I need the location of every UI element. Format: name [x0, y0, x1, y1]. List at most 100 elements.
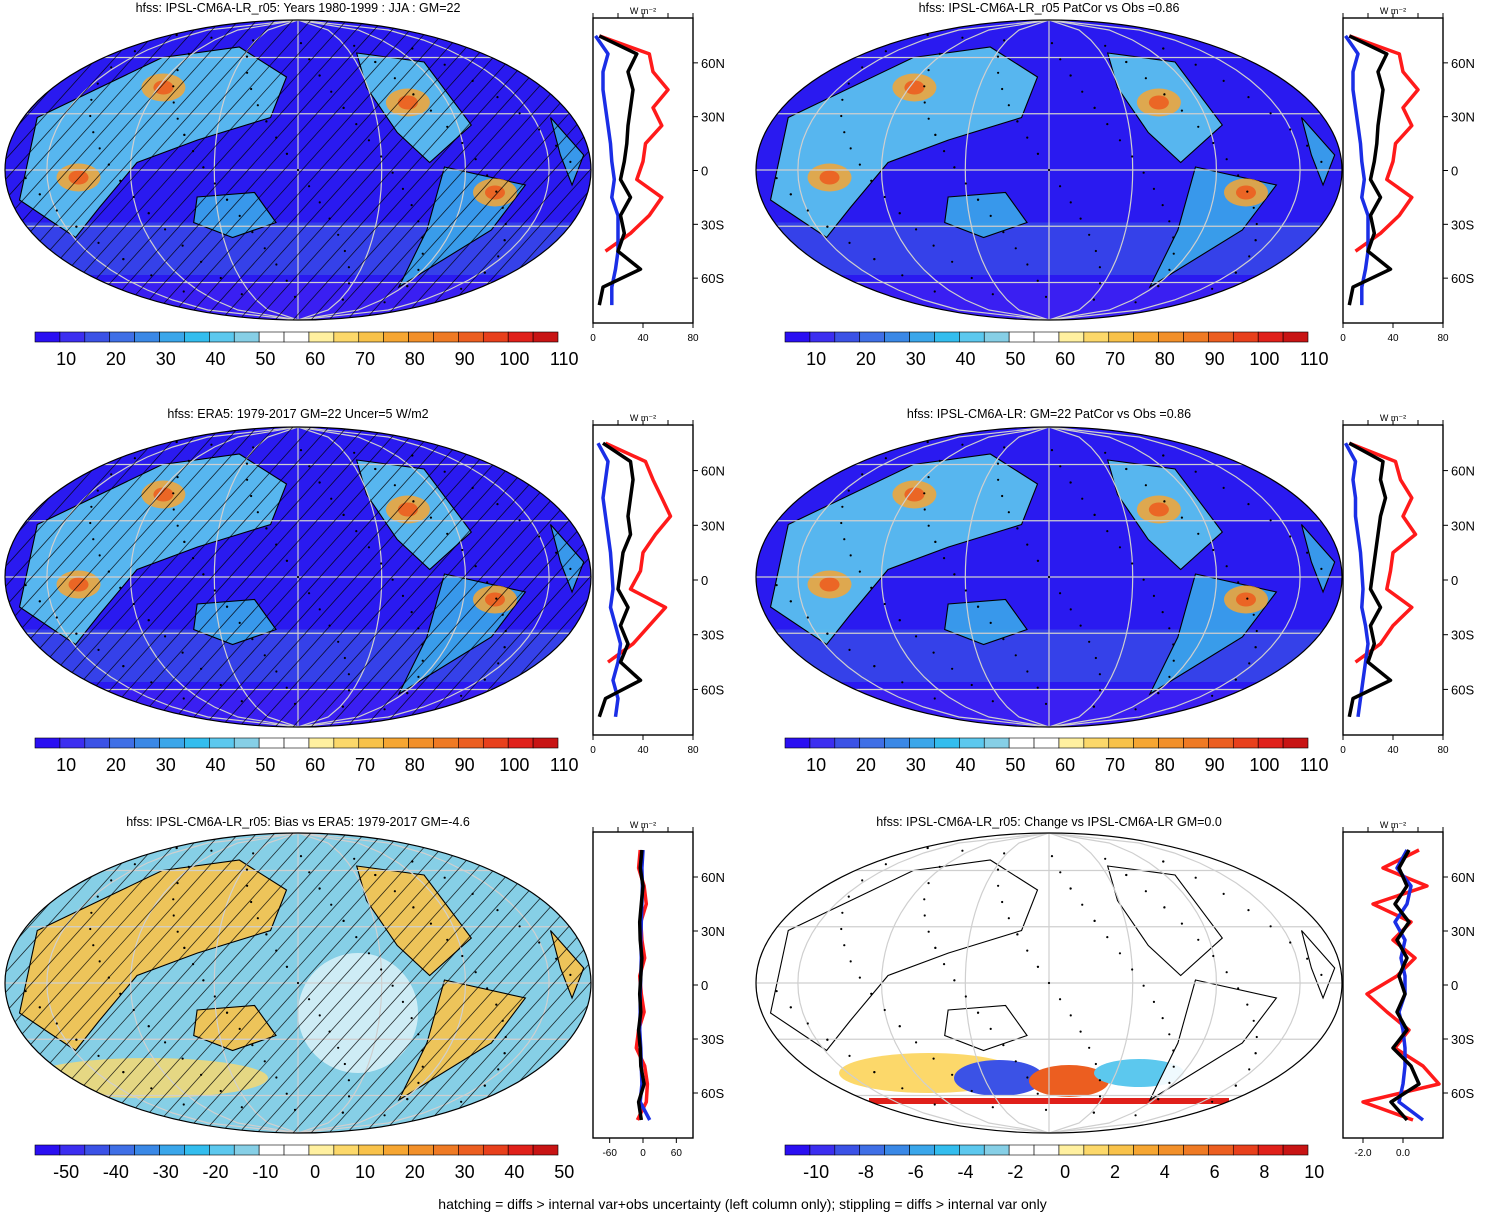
colorbar-label: 100 — [499, 349, 529, 369]
stipple-dot — [1069, 201, 1072, 204]
stipple-dot — [1026, 670, 1029, 673]
stipple-dot — [393, 484, 396, 487]
hotspot — [484, 185, 505, 200]
hatch-line — [5, 427, 186, 727]
colorbar-segment — [258, 1144, 285, 1156]
stipple-dot — [421, 659, 424, 662]
stipple-dot — [1162, 454, 1165, 457]
stipple-dot — [1306, 144, 1309, 147]
stipple-dot — [353, 451, 356, 454]
stipple-dot — [503, 239, 506, 242]
stipple-dot — [503, 646, 506, 649]
hatch-line — [5, 427, 150, 727]
stipple-dot — [150, 681, 153, 684]
profile-xtick-label: 40 — [637, 745, 649, 756]
profile-line-model — [1347, 34, 1393, 306]
profile-xtick-label: -60 — [602, 1148, 617, 1159]
stipple-dot — [175, 33, 178, 37]
colorbar-segment — [333, 1144, 360, 1156]
stipple-dot — [848, 648, 851, 652]
stipple-dot — [497, 255, 500, 258]
stipple-dot — [353, 44, 356, 47]
hatch-line — [5, 20, 204, 320]
profile-frame — [1342, 831, 1444, 1139]
stipple-dot — [1180, 922, 1184, 925]
colorbar-segment — [308, 331, 335, 343]
stipple-dot — [1104, 451, 1107, 454]
stipple-dot — [97, 1054, 100, 1057]
stipple-dot — [147, 1025, 150, 1028]
colorbar-segment — [959, 737, 985, 749]
colorbar-segment — [59, 1144, 86, 1156]
colorbar-segment — [134, 1144, 160, 1156]
stipple-dot — [176, 882, 179, 885]
stipple-dot — [1163, 906, 1166, 909]
stipple-dot — [1197, 532, 1200, 535]
colorbar-segment — [233, 1144, 260, 1156]
lat-label: 30S — [701, 1032, 724, 1047]
stipple-dot — [330, 903, 333, 906]
stipple-dot — [406, 285, 409, 288]
map-anomaly — [28, 1058, 268, 1098]
stipple-dot — [496, 503, 499, 506]
stipple-dot — [1059, 871, 1062, 874]
stipple-dot — [1157, 692, 1160, 695]
colorbar-label: 80 — [1155, 755, 1175, 775]
hotspot — [904, 487, 925, 502]
lat-label: 0 — [1451, 573, 1458, 588]
hatch-line — [274, 427, 546, 727]
stipple-dot — [1125, 873, 1128, 877]
stipple-dot — [89, 927, 92, 931]
stipple-dot — [501, 206, 504, 209]
hotspot — [1235, 592, 1256, 607]
stipple-dot — [240, 1106, 243, 1109]
lat-label: 60S — [1451, 271, 1474, 286]
colorbar-segment — [1232, 737, 1259, 749]
stipple-dot — [1222, 892, 1225, 896]
stipple-dot — [1197, 125, 1200, 128]
colorbar-label: -2 — [1007, 1162, 1023, 1182]
colorbar-label: 50 — [255, 349, 275, 369]
hatch-line — [436, 20, 591, 320]
stipple-dot — [380, 155, 383, 158]
colorbar-segment — [408, 331, 434, 343]
stipple-dot — [1026, 1076, 1029, 1079]
profile-line-obs — [598, 34, 670, 253]
hatch-line — [418, 20, 591, 320]
stipple-dot — [251, 231, 254, 234]
profile-line-obs — [1348, 34, 1420, 253]
stipple-dot — [1269, 925, 1272, 928]
stipple-dot — [1306, 551, 1309, 554]
stipple-dot — [429, 516, 433, 519]
hatch-line — [40, 833, 312, 1133]
stipple-dot — [1320, 973, 1323, 977]
hatch-line — [5, 427, 132, 727]
stipple-dot — [391, 984, 394, 987]
stipple-dot — [934, 540, 937, 544]
hotspot — [397, 502, 418, 517]
stipple-dot — [483, 1084, 486, 1087]
colorbar-segment — [784, 331, 811, 343]
stipple-dot — [518, 112, 521, 115]
stipple-dot — [1098, 282, 1102, 285]
stipple-dot — [1094, 1062, 1097, 1066]
colorbar-segment — [109, 331, 135, 343]
stipple-dot — [1069, 887, 1072, 890]
stipple-dot — [1026, 263, 1029, 266]
stipple-dot — [1092, 705, 1095, 708]
stipple-dot — [460, 1100, 463, 1103]
stipple-dot — [1237, 581, 1240, 584]
colorbar-segment — [983, 331, 1010, 343]
hatch-line — [454, 833, 591, 1133]
stipple-dot — [555, 957, 558, 960]
stipple-dot — [474, 158, 477, 161]
colorbar-label: 100 — [1249, 349, 1279, 369]
stipple-dot — [383, 301, 386, 304]
colorbar-segment — [383, 1144, 409, 1156]
lat-label: 30N — [1451, 110, 1475, 125]
stipple-dot — [1168, 627, 1171, 630]
colorbar-segment — [1158, 1144, 1184, 1156]
stipple-dot — [1255, 629, 1258, 633]
stipple-dot — [953, 166, 956, 169]
